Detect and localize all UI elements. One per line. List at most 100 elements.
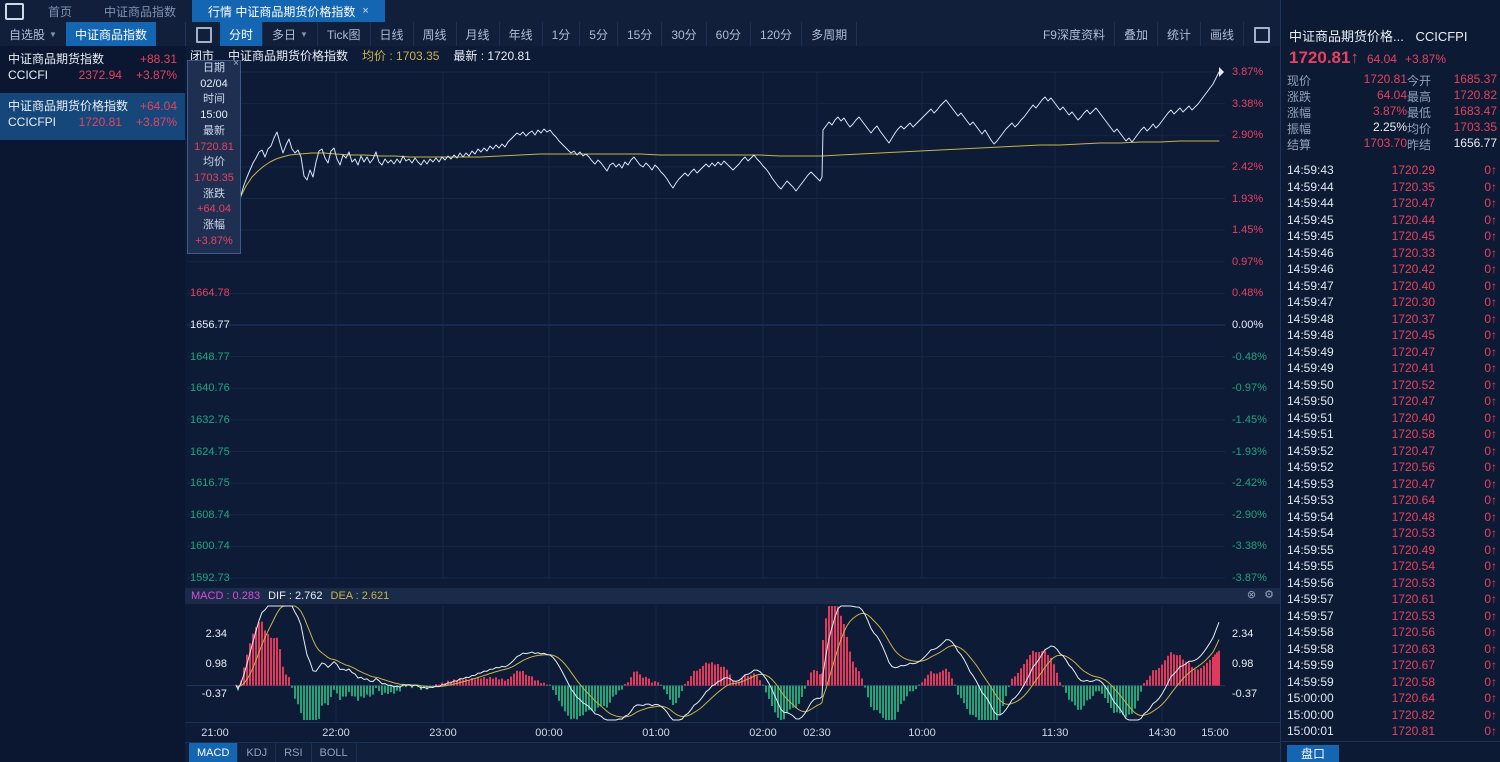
index-group-button[interactable]: 中证商品指数 [65,22,156,46]
chevron-down-icon: ▼ [49,29,57,39]
tick-volume: 0↑ [1435,444,1497,458]
tick-up-arrow-icon: ↑ [1491,542,1497,557]
tick-volume: 0↑ [1435,328,1497,342]
period-button-多日[interactable]: 多日 ▼ [263,22,318,46]
indicator-tab-MACD[interactable]: MACD [189,743,239,762]
intraday-chart[interactable] [185,46,1280,762]
tick-row[interactable]: 15:00:00 1720.82 0↑ [1287,707,1497,724]
tick-row[interactable]: 14:59:58 1720.63 0↑ [1287,641,1497,658]
period-button-30分[interactable]: 30分 [662,22,707,46]
period-button-分时[interactable]: 分时 [220,22,264,46]
tick-row[interactable]: 14:59:46 1720.42 0↑ [1287,261,1497,278]
tick-row[interactable]: 15:00:00 1720.64 0↑ [1287,690,1497,707]
tick-row[interactable]: 14:59:43 1720.29 0↑ [1287,162,1497,179]
macd-axis-label: -0.37 [1232,688,1258,700]
chart-layout-icon[interactable] [196,27,212,43]
tick-row[interactable]: 14:59:59 1720.58 0↑ [1287,674,1497,691]
tick-row[interactable]: 14:59:49 1720.41 0↑ [1287,360,1497,377]
action-button-叠加[interactable]: 叠加 [1115,22,1158,46]
tooltip-close-icon[interactable]: × [233,58,239,69]
tick-price: 1720.53 [1391,608,1435,623]
pct-axis-label: 2.90% [1232,129,1264,142]
tick-time: 14:59:54 [1287,526,1334,541]
indicator-tab-BOLL[interactable]: BOLL [312,743,357,762]
tick-row[interactable]: 14:59:55 1720.49 0↑ [1287,542,1497,559]
tick-price: 1720.47 [1391,196,1435,211]
tick-list[interactable]: 14:59:43 1720.29 0↑ 14:59:44 1720.35 0↑ 14:59:… [1287,162,1497,740]
tick-row[interactable]: 14:59:52 1720.47 0↑ [1287,443,1497,460]
tick-row[interactable]: 14:59:50 1720.47 0↑ [1287,393,1497,410]
period-button-5分[interactable]: 5分 [580,22,618,46]
tooltip-value: +3.87% [195,234,233,247]
tick-row[interactable]: 14:59:59 1720.67 0↑ [1287,657,1497,674]
tick-row[interactable]: 14:59:55 1720.54 0↑ [1287,558,1497,575]
period-button-1分[interactable]: 1分 [543,22,581,46]
order-book-tab[interactable]: 盘口 [1287,745,1339,762]
period-button-年线[interactable]: 年线 [500,22,543,46]
quote-change: 64.04 [1366,52,1397,66]
tick-row[interactable]: 14:59:53 1720.47 0↑ [1287,476,1497,493]
tick-price: 1720.42 [1391,262,1435,277]
price-axis-label: 1616.75 [190,477,230,490]
indicator-settings-gear-icon[interactable]: ⚙ [1264,589,1274,601]
tick-row[interactable]: 14:59:58 1720.56 0↑ [1287,624,1497,641]
tick-price: 1720.58 [1391,674,1435,689]
action-button-画线[interactable]: 画线 [1201,22,1244,46]
tick-row[interactable]: 14:59:54 1720.53 0↑ [1287,525,1497,542]
tooltip-value: 02/04 [200,77,228,90]
period-button-Tick图[interactable]: Tick图 [318,22,371,46]
period-button-多周期[interactable]: 多周期 [802,22,858,46]
tick-time: 15:00:00 [1287,707,1334,722]
tick-price: 1720.58 [1391,427,1435,442]
tick-row[interactable]: 14:59:44 1720.47 0↑ [1287,195,1497,212]
tab-close-icon[interactable]: × [362,5,369,17]
tick-volume: 0↑ [1435,196,1497,210]
tick-row[interactable]: 14:59:50 1720.52 0↑ [1287,377,1497,394]
tick-row[interactable]: 14:59:47 1720.30 0↑ [1287,294,1497,311]
indicator-tab-RSI[interactable]: RSI [276,743,312,762]
instrument-change: +88.31 [139,52,177,66]
tick-time: 14:59:44 [1287,196,1334,211]
indicator-tab-KDJ[interactable]: KDJ [238,743,277,762]
watchlist-dropdown[interactable]: 自选股 ▼ [0,22,66,46]
period-button-15分[interactable]: 15分 [618,22,663,46]
tick-row[interactable]: 14:59:51 1720.58 0↑ [1287,426,1497,443]
panel-toggle-icon[interactable] [1254,27,1270,43]
tick-volume: 0↑ [1435,724,1497,738]
action-button-统计[interactable]: 统计 [1158,22,1201,46]
tick-row[interactable]: 14:59:57 1720.61 0↑ [1287,591,1497,608]
tick-row[interactable]: 14:59:45 1720.44 0↑ [1287,212,1497,229]
tick-volume-value: 0 [1484,476,1491,491]
period-label: 多周期 [811,27,848,42]
period-button-120分[interactable]: 120分 [751,22,803,46]
pct-axis-label: 0.97% [1232,255,1264,268]
tick-row[interactable]: 14:59:48 1720.37 0↑ [1287,311,1497,328]
period-button-月线[interactable]: 月线 [457,22,500,46]
tick-row[interactable]: 14:59:47 1720.40 0↑ [1287,278,1497,295]
tick-price: 1720.49 [1391,542,1435,557]
tick-row[interactable]: 14:59:53 1720.64 0↑ [1287,492,1497,509]
tick-row[interactable]: 14:59:44 1720.35 0↑ [1287,179,1497,196]
tab-home[interactable]: 首页 [32,0,88,22]
tab-quote-active[interactable]: 行情 中证商品期货价格指数 × [192,0,385,22]
tick-row[interactable]: 14:59:45 1720.45 0↑ [1287,228,1497,245]
watchlist-item-ccicfi[interactable]: 中证商品期货指数 +88.31 CCICFI 2372.94 +3.87% [0,46,185,93]
indicator-close-icon[interactable]: ⊗ [1246,589,1257,601]
period-button-60分[interactable]: 60分 [707,22,752,46]
tick-row[interactable]: 14:59:46 1720.33 0↑ [1287,245,1497,262]
dea-value: DEA : 2.621 [330,590,390,602]
tick-row[interactable]: 14:59:51 1720.40 0↑ [1287,410,1497,427]
period-button-日线[interactable]: 日线 [371,22,414,46]
tick-row[interactable]: 15:00:01 1720.81 0↑ [1287,723,1497,740]
tab-label: 行情 中证商品期货价格指数 [208,4,356,19]
tick-row[interactable]: 14:59:54 1720.48 0↑ [1287,509,1497,526]
tick-row[interactable]: 14:59:52 1720.56 0↑ [1287,459,1497,476]
watchlist-item-ccicfpi[interactable]: 中证商品期货价格指数 +64.04 CCICFPI 1720.81 +3.87% [0,93,185,140]
tick-row[interactable]: 14:59:48 1720.45 0↑ [1287,327,1497,344]
period-button-周线[interactable]: 周线 [414,22,457,46]
tick-row[interactable]: 14:59:57 1720.53 0↑ [1287,608,1497,625]
tab-csi-commodity-index[interactable]: 中证商品指数 [88,0,192,22]
action-button-F9深度资料[interactable]: F9深度资料 [1034,22,1115,46]
tick-row[interactable]: 14:59:56 1720.53 0↑ [1287,575,1497,592]
tick-row[interactable]: 14:59:49 1720.47 0↑ [1287,344,1497,361]
